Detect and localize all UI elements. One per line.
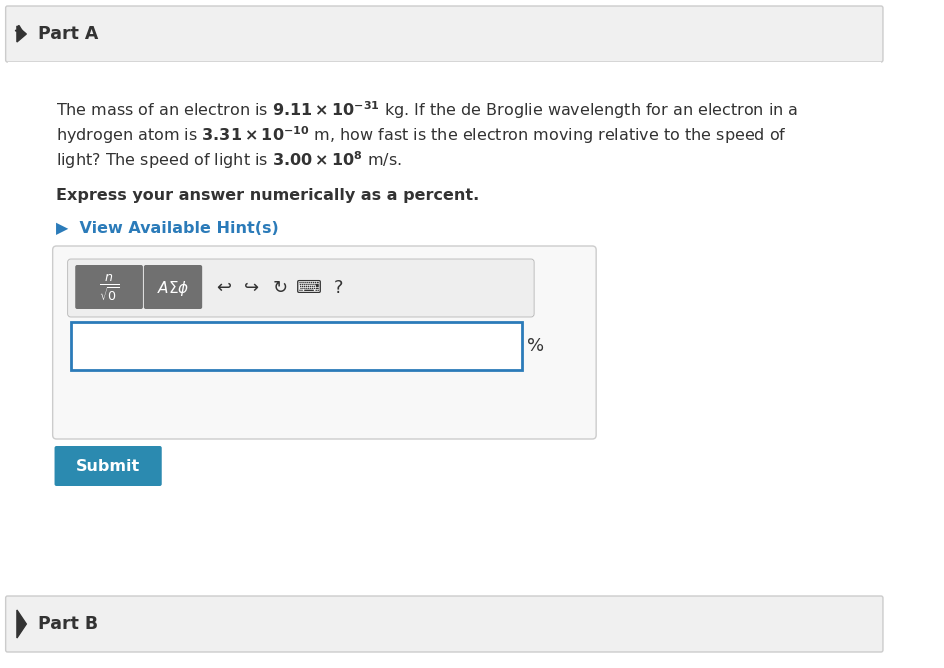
Text: ⌨: ⌨ (295, 279, 321, 297)
FancyBboxPatch shape (143, 265, 202, 309)
Text: Submit: Submit (76, 458, 140, 474)
FancyBboxPatch shape (6, 6, 882, 62)
Text: ↻: ↻ (273, 279, 288, 297)
Text: ↪: ↪ (244, 279, 260, 297)
Text: Part A: Part A (38, 25, 98, 43)
Text: hydrogen atom is $\mathbf{3.31 \times 10^{-10}}$ m, how fast is the electron mov: hydrogen atom is $\mathbf{3.31 \times 10… (57, 124, 786, 146)
FancyBboxPatch shape (68, 259, 533, 317)
Text: $\frac{n}{\sqrt{0}}$: $\frac{n}{\sqrt{0}}$ (99, 273, 119, 303)
Text: $A\Sigma\phi$: $A\Sigma\phi$ (157, 279, 189, 297)
Polygon shape (17, 26, 26, 42)
Text: The mass of an electron is $\mathbf{9.11 \times 10^{-31}}$ kg. If the de Broglie: The mass of an electron is $\mathbf{9.11… (57, 99, 798, 121)
Polygon shape (17, 610, 26, 638)
Text: Express your answer numerically as a percent.: Express your answer numerically as a per… (57, 188, 480, 202)
FancyBboxPatch shape (8, 62, 880, 592)
Text: ↩: ↩ (216, 279, 231, 297)
FancyBboxPatch shape (55, 446, 161, 486)
Text: Part B: Part B (38, 615, 97, 633)
Text: ?: ? (333, 279, 343, 297)
FancyBboxPatch shape (6, 596, 882, 652)
FancyBboxPatch shape (71, 322, 521, 370)
FancyBboxPatch shape (53, 246, 596, 439)
Text: ▶  View Available Hint(s): ▶ View Available Hint(s) (57, 220, 278, 236)
FancyBboxPatch shape (76, 265, 143, 309)
Text: %: % (527, 337, 544, 355)
Text: light? The speed of light is $\mathbf{3.00 \times 10^{8}}$ m/s.: light? The speed of light is $\mathbf{3.… (57, 149, 402, 171)
